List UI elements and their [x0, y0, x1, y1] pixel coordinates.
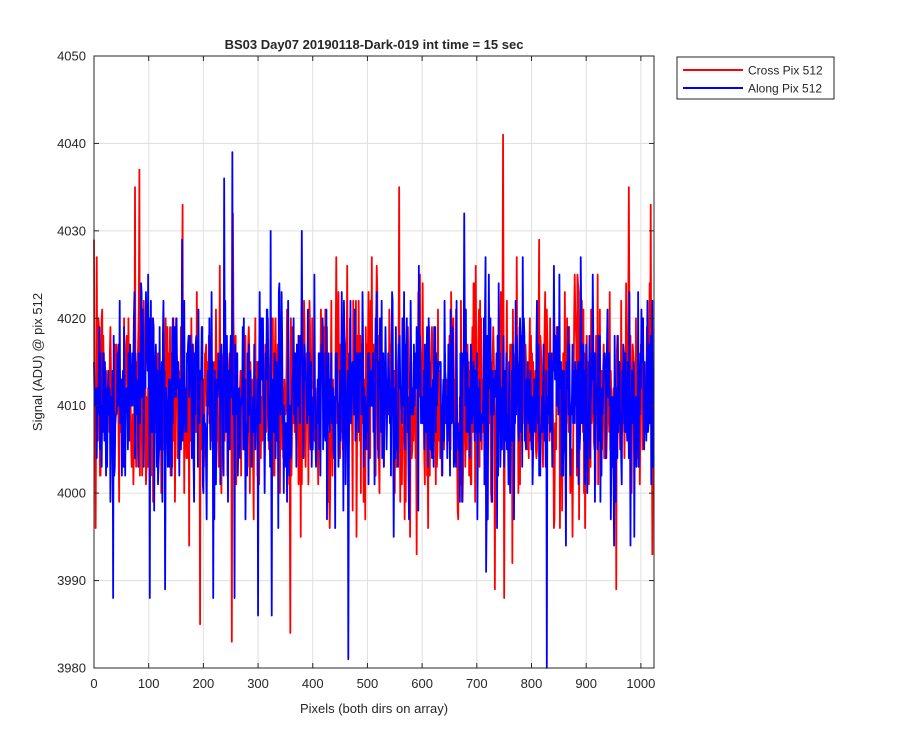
x-tick-label: 400	[302, 676, 324, 691]
legend-box	[676, 56, 835, 100]
y-tick-label: 4050	[57, 49, 86, 64]
x-tick-label: 100	[138, 676, 160, 691]
x-axis-label: Pixels (both dirs on array)	[300, 701, 448, 716]
legend[interactable]: Cross Pix 512 Along Pix 512	[676, 56, 835, 100]
y-tick-label: 4030	[57, 223, 86, 238]
y-axis-label: Signal (ADU) @ pix 512	[30, 293, 45, 431]
chart-title: BS03 Day07 20190118-Dark-019 int time = …	[225, 37, 524, 52]
series-layer	[93, 133, 655, 669]
y-tick-label: 4040	[57, 136, 86, 151]
y-tick-label: 3980	[57, 661, 86, 676]
x-tick-label: 500	[357, 676, 379, 691]
x-tick-label: 0	[90, 676, 97, 691]
x-tick-label: 1000	[626, 676, 655, 691]
x-tick-label: 800	[521, 676, 543, 691]
legend-label-cross: Cross Pix 512	[748, 64, 823, 78]
x-tick-label: 600	[411, 676, 433, 691]
x-tick-label: 700	[466, 676, 488, 691]
x-tick-label: 900	[575, 676, 597, 691]
y-tick-label: 4010	[57, 398, 86, 413]
axes-box	[93, 55, 655, 669]
legend-label-along: Along Pix 512	[748, 82, 822, 96]
x-tick-label: 300	[247, 676, 269, 691]
y-tick-label: 4020	[57, 311, 86, 326]
x-tick-label: 200	[193, 676, 215, 691]
y-tick-label: 3990	[57, 573, 86, 588]
y-tick-label: 4000	[57, 486, 86, 501]
series-line-along-pix-512	[93, 151, 655, 669]
axis-ticks: 0 100 200 300 400 500 600 700 800 900 1000 3980 3990…	[57, 49, 655, 692]
